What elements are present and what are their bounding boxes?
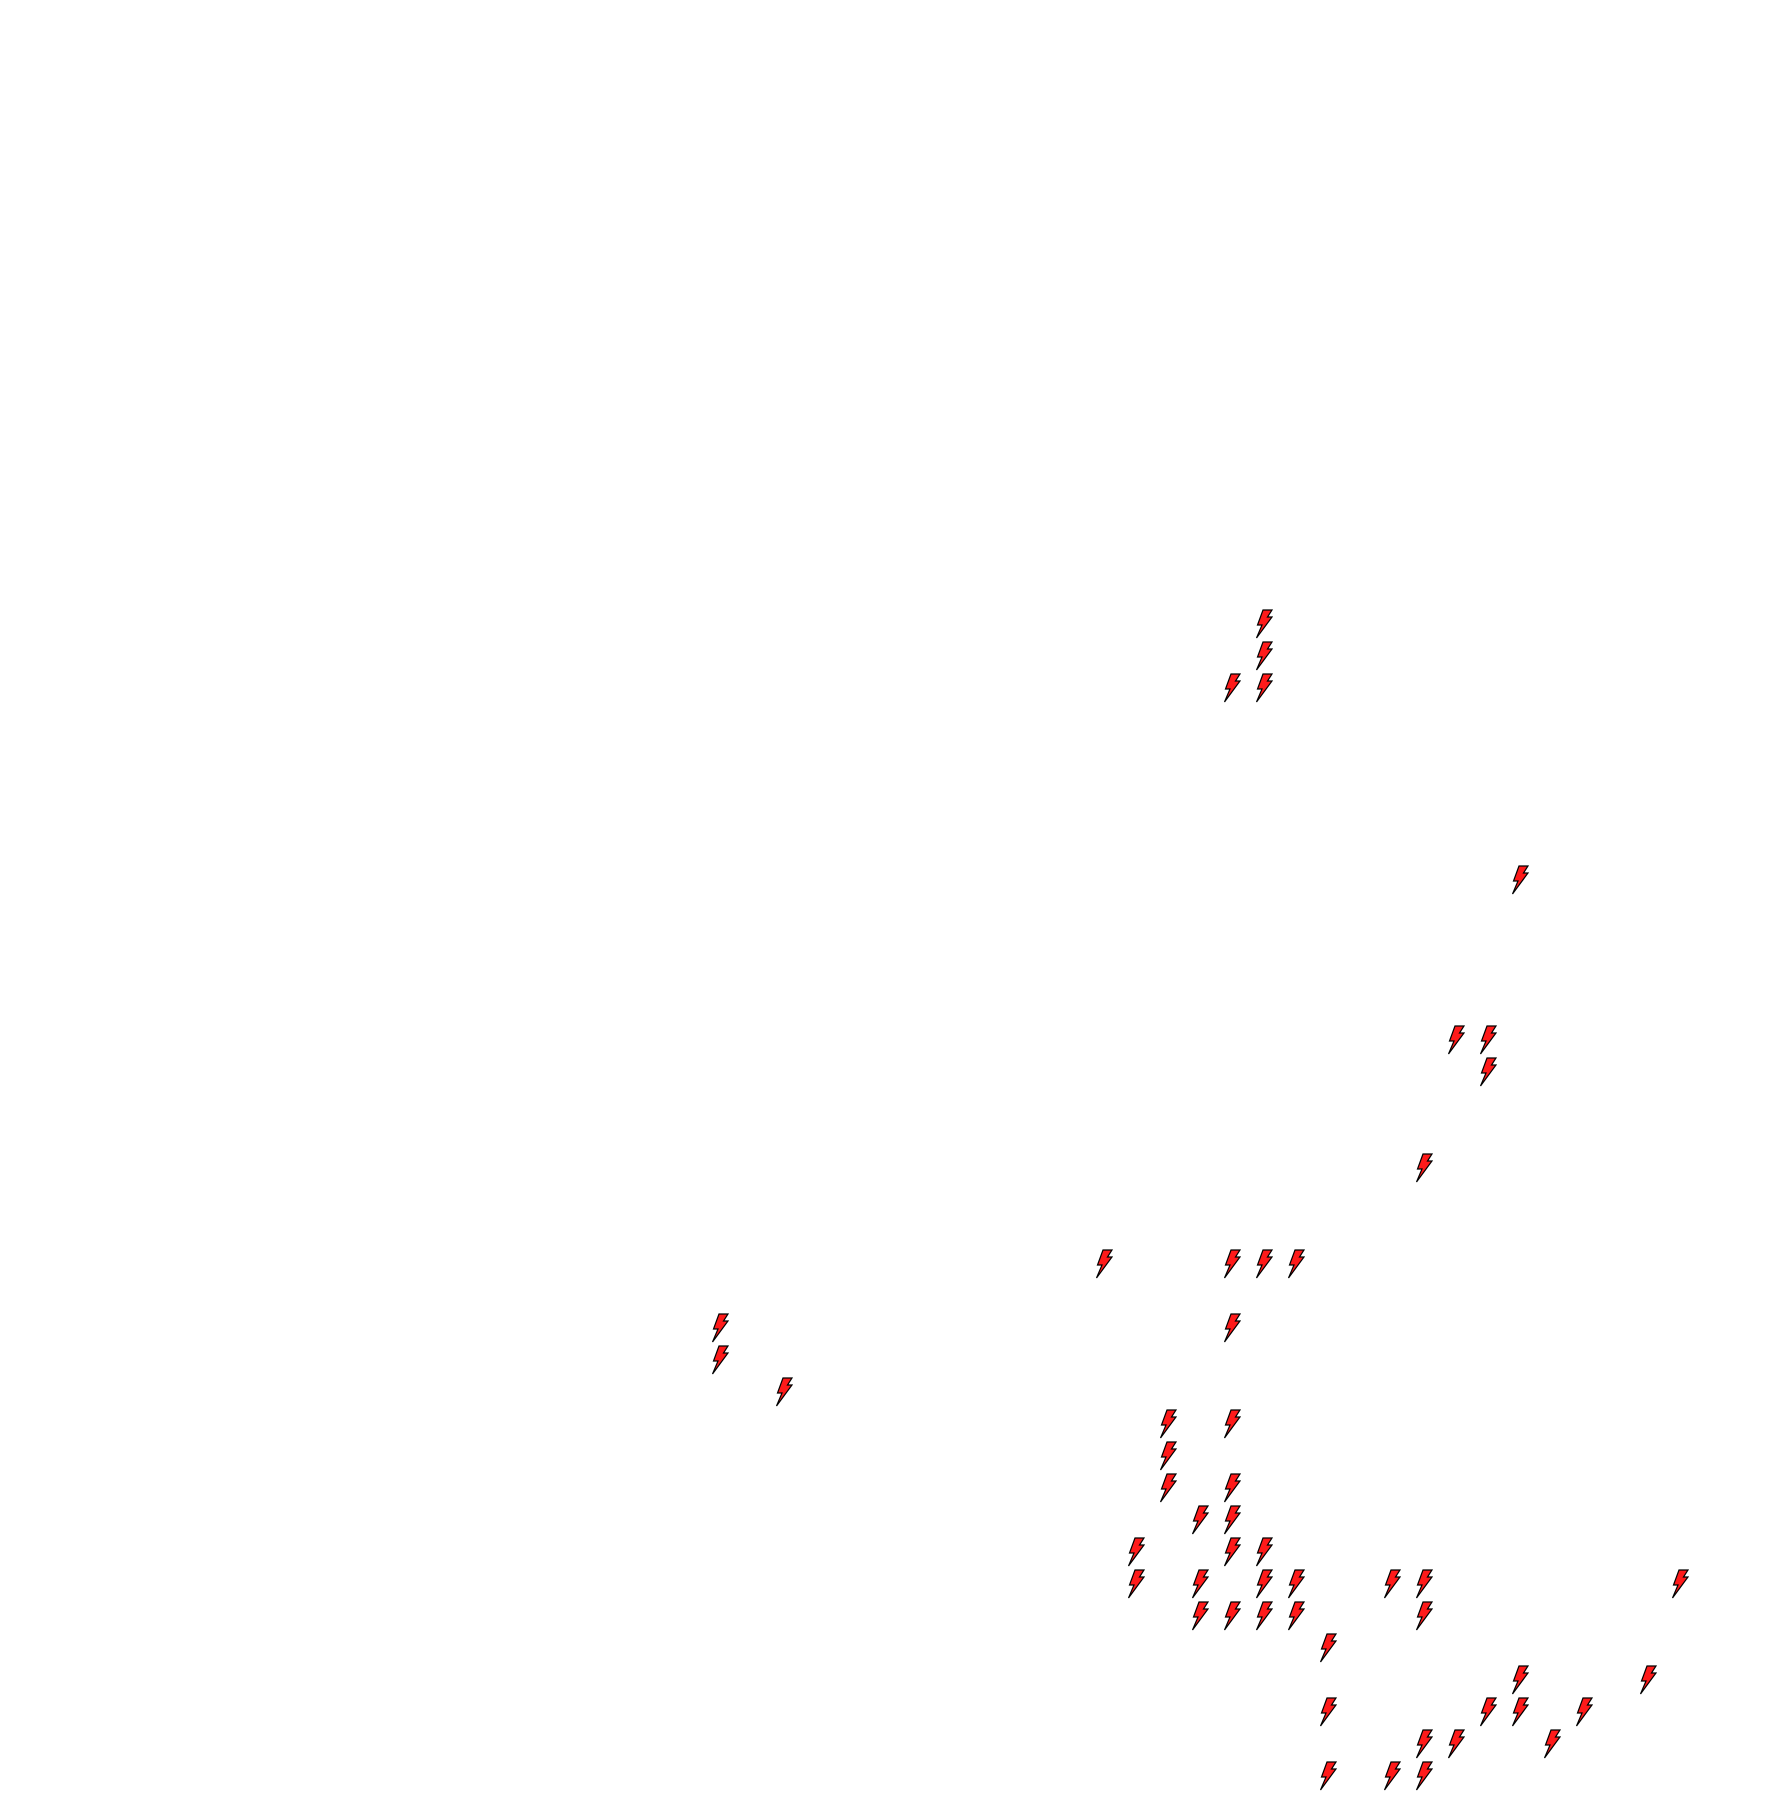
lightning-bolt-icon[interactable] [1383,1569,1402,1599]
lightning-bolt-icon[interactable] [1127,1537,1146,1567]
lightning-bolt-icon[interactable] [1319,1761,1338,1791]
lightning-bolt-icon[interactable] [1191,1505,1210,1535]
lightning-bolt-icon[interactable] [1415,1153,1434,1183]
lightning-bolt-icon[interactable] [1415,1569,1434,1599]
lightning-bolt-icon[interactable] [1223,1313,1242,1343]
lightning-bolt-icon[interactable] [1671,1569,1690,1599]
lightning-bolt-icon[interactable] [1319,1633,1338,1663]
lightning-bolt-icon[interactable] [1191,1569,1210,1599]
lightning-bolt-icon[interactable] [1223,673,1242,703]
lightning-bolt-icon[interactable] [1511,865,1530,895]
lightning-bolt-icon[interactable] [1319,1697,1338,1727]
lightning-bolt-icon[interactable] [1287,1569,1306,1599]
lightning-bolt-icon[interactable] [1255,1569,1274,1599]
lightning-bolt-icon[interactable] [1127,1569,1146,1599]
lightning-bolt-icon[interactable] [1255,1249,1274,1279]
lightning-bolt-icon[interactable] [1415,1761,1434,1791]
lightning-bolt-icon[interactable] [1287,1601,1306,1631]
lightning-bolt-icon[interactable] [1383,1761,1402,1791]
lightning-bolt-icon[interactable] [1223,1537,1242,1567]
lightning-bolt-icon[interactable] [1159,1473,1178,1503]
lightning-bolt-icon[interactable] [1223,1249,1242,1279]
lightning-bolt-icon[interactable] [1223,1505,1242,1535]
lightning-bolt-icon[interactable] [1447,1729,1466,1759]
lightning-bolt-icon[interactable] [1639,1665,1658,1695]
lightning-bolt-icon[interactable] [1223,1409,1242,1439]
lightning-bolt-icon[interactable] [1159,1409,1178,1439]
lightning-bolt-icon[interactable] [1255,609,1274,639]
lightning-bolt-icon[interactable] [1415,1729,1434,1759]
lightning-bolt-icon[interactable] [1255,1537,1274,1567]
lightning-bolt-icon[interactable] [1479,1025,1498,1055]
lightning-bolt-icon[interactable] [711,1313,730,1343]
lightning-bolt-icon[interactable] [711,1345,730,1375]
lightning-bolt-icon[interactable] [1479,1057,1498,1087]
lightning-bolt-icon[interactable] [1223,1601,1242,1631]
lightning-bolt-icon[interactable] [1191,1601,1210,1631]
lightning-bolt-icon[interactable] [1255,641,1274,671]
lightning-bolt-icon[interactable] [1287,1249,1306,1279]
lightning-bolt-icon[interactable] [1159,1441,1178,1471]
lightning-bolt-icon[interactable] [1447,1025,1466,1055]
lightning-bolt-icon[interactable] [1255,673,1274,703]
lightning-bolt-icon[interactable] [1575,1697,1594,1727]
lightning-bolt-icon[interactable] [1543,1729,1562,1759]
lightning-bolt-icon[interactable] [1095,1249,1114,1279]
lightning-bolt-icon[interactable] [1415,1601,1434,1631]
lightning-bolt-icon[interactable] [775,1377,794,1407]
lightning-bolt-icon[interactable] [1255,1601,1274,1631]
lightning-bolt-icon[interactable] [1223,1473,1242,1503]
lightning-bolt-icon[interactable] [1511,1665,1530,1695]
lightning-bolt-icon[interactable] [1479,1697,1498,1727]
lightning-bolt-icon[interactable] [1511,1697,1530,1727]
